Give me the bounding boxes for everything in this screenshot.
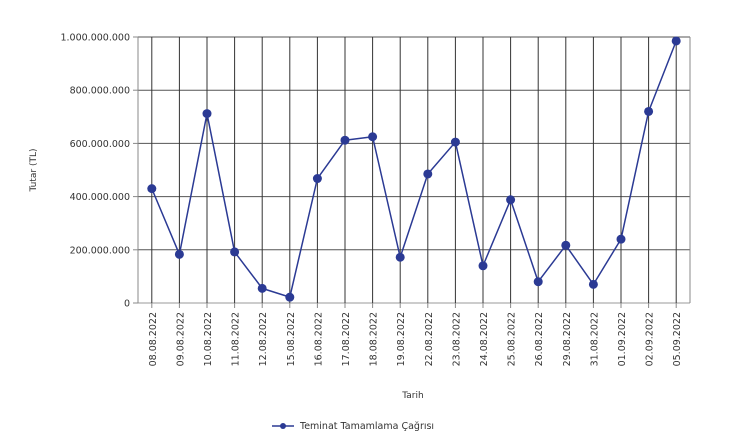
- y-tick-label: 200.000.000: [70, 245, 130, 256]
- data-point: [506, 195, 516, 205]
- data-point: [478, 261, 488, 271]
- y-tick-label: 400.000.000: [70, 192, 130, 203]
- data-point: [285, 292, 295, 302]
- data-point: [644, 106, 654, 116]
- x-tick-label: 24.08.2022: [479, 312, 490, 366]
- x-tick-label: 01.09.2022: [617, 312, 628, 366]
- x-tick-label: 22.08.2022: [424, 312, 435, 366]
- x-tick-label: 23.08.2022: [451, 312, 462, 366]
- legend-dot-marker: [280, 423, 286, 429]
- data-point: [450, 137, 460, 147]
- data-point: [423, 169, 433, 179]
- data-point: [395, 252, 405, 262]
- y-tick-label: 600.000.000: [70, 139, 130, 150]
- legend-label: Teminat Tamamlama Çağrısı: [299, 421, 434, 432]
- data-point: [588, 279, 598, 289]
- series: [147, 36, 681, 302]
- y-axis-title: Tutar (TL): [29, 149, 39, 193]
- data-point: [257, 283, 267, 293]
- x-tick-label: 17.08.2022: [341, 312, 352, 366]
- x-tick-label: 18.08.2022: [369, 312, 380, 366]
- data-point: [368, 132, 378, 142]
- x-tick-label: 15.08.2022: [286, 312, 297, 366]
- y-tick-label: 0: [124, 299, 130, 310]
- x-tick-label: 10.08.2022: [203, 312, 214, 366]
- x-axis: 08.08.2022 09.08.2022 10.08.2022 11.08.2022…: [148, 303, 683, 366]
- data-point: [174, 249, 184, 259]
- series-line: [151, 40, 677, 298]
- x-tick-label: 08.08.2022: [148, 312, 159, 366]
- data-point: [671, 36, 681, 46]
- x-tick-label: 02.09.2022: [645, 312, 656, 366]
- x-tick-label: 09.08.2022: [175, 312, 186, 366]
- x-tick-label: 12.08.2022: [258, 312, 269, 366]
- x-tick-label: 19.08.2022: [396, 312, 407, 366]
- x-tick-label: 31.08.2022: [589, 312, 600, 366]
- x-tick-label: 16.08.2022: [313, 312, 324, 366]
- data-point: [340, 135, 350, 145]
- data-point: [533, 277, 543, 287]
- data-point: [312, 174, 322, 184]
- x-tick-label: 25.08.2022: [507, 312, 518, 366]
- data-point: [561, 240, 571, 250]
- x-tick-label: 29.08.2022: [562, 312, 573, 366]
- data-point: [230, 247, 240, 257]
- y-tick-label: 800.000.000: [70, 86, 130, 97]
- x-axis-title: Tarih: [401, 391, 423, 401]
- data-point: [147, 184, 157, 194]
- data-point: [202, 109, 212, 119]
- x-tick-label: 26.08.2022: [534, 312, 545, 366]
- y-axis: 0 200.000.000 400.000.000 600.000.000 800.00…: [60, 33, 138, 310]
- data-point: [616, 234, 626, 244]
- x-tick-label: 05.09.2022: [672, 312, 683, 366]
- legend: Teminat Tamamlama Çağrısı: [272, 421, 434, 432]
- y-tick-label: 1.000.000.000: [60, 33, 130, 44]
- grid: [137, 36, 691, 304]
- x-tick-label: 11.08.2022: [231, 312, 242, 366]
